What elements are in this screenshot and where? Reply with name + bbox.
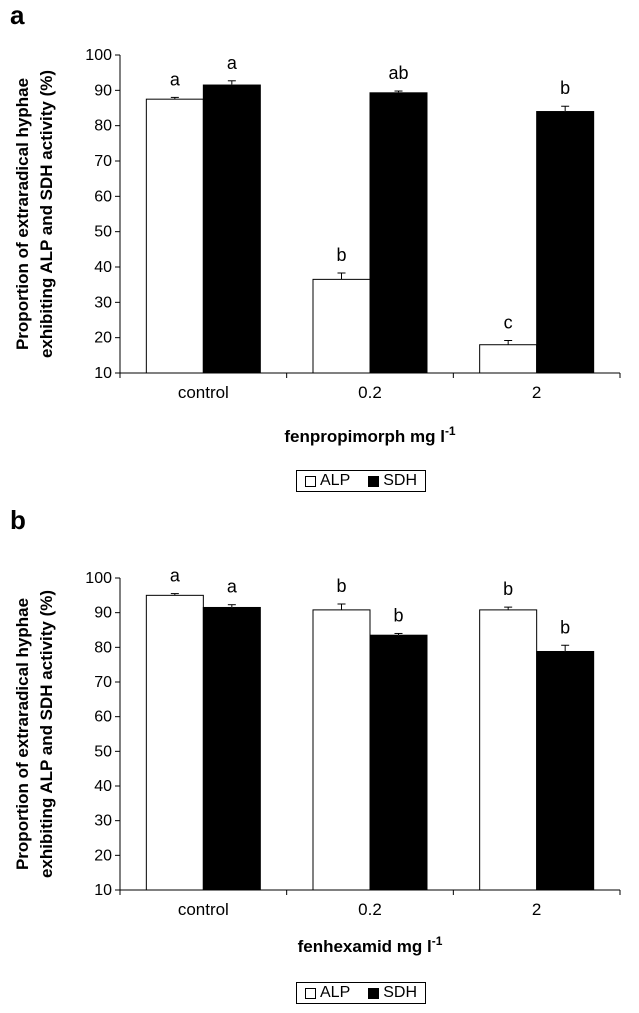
significance-letter: a <box>170 69 181 89</box>
y-tick-label: 80 <box>94 118 112 135</box>
y-axis-label: exhibiting ALP and SDH activity (%) <box>37 70 56 358</box>
legend-swatch-sdh <box>368 476 379 487</box>
legend-item-alp: ALP <box>305 472 350 490</box>
y-tick-label: 30 <box>94 294 112 311</box>
y-tick-label: 70 <box>94 153 112 170</box>
legend-swatch-alp <box>305 476 316 487</box>
bar-alp-control <box>146 99 203 373</box>
significance-letter: c <box>504 312 513 332</box>
y-tick-label: 100 <box>85 47 112 64</box>
legend-label-sdh: SDH <box>383 984 417 1002</box>
y-axis-label: Proportion of extraradical hyphae <box>13 78 32 350</box>
y-tick-label: 60 <box>94 709 112 726</box>
bar-sdh-0_2 <box>370 93 427 373</box>
chart-panel-b: b Proportion of extraradical hyphae exhib… <box>0 505 639 1010</box>
bar-sdh-control <box>203 85 260 373</box>
legend-swatch-alp <box>305 988 316 999</box>
significance-letter: ab <box>388 63 408 83</box>
x-axis-label: fenpropimorph mg l-1 <box>284 424 456 446</box>
x-tick-label: 2 <box>532 900 541 919</box>
significance-letter: b <box>560 78 570 98</box>
y-tick-label: 20 <box>94 330 112 347</box>
bar-chart-a: Proportion of extraradical hyphae exhibit… <box>0 0 639 505</box>
bar-alp-2 <box>480 345 537 373</box>
bar-alp-control <box>146 595 203 890</box>
y-tick-label: 30 <box>94 813 112 830</box>
bar-sdh-2 <box>537 112 594 373</box>
bar-alp-0_2 <box>313 279 370 373</box>
chart-legend: ALP SDH <box>296 982 426 1004</box>
chart-legend: ALP SDH <box>296 470 426 492</box>
significance-letter: b <box>503 579 513 599</box>
bar-sdh-2 <box>537 651 594 890</box>
x-tick-label: 2 <box>532 383 541 402</box>
x-axis-label: fenhexamid mg l-1 <box>298 934 443 956</box>
legend-swatch-sdh <box>368 988 379 999</box>
x-tick-label: control <box>178 383 229 402</box>
bar-sdh-control <box>203 607 260 890</box>
y-tick-label: 10 <box>94 365 112 382</box>
significance-letter: b <box>336 245 346 265</box>
legend-label-sdh: SDH <box>383 472 417 490</box>
y-axis-label: exhibiting ALP and SDH activity (%) <box>37 590 56 878</box>
bar-sdh-0_2 <box>370 635 427 890</box>
bar-chart-b: Proportion of extraradical hyphae exhibit… <box>0 505 639 1010</box>
x-tick-label: 0.2 <box>358 900 382 919</box>
significance-letter: a <box>227 577 238 597</box>
y-tick-label: 40 <box>94 259 112 276</box>
significance-letter: a <box>170 566 181 586</box>
y-tick-label: 100 <box>85 570 112 587</box>
bar-alp-2 <box>480 610 537 890</box>
legend-label-alp: ALP <box>320 984 350 1002</box>
bar-alp-0_2 <box>313 610 370 890</box>
y-tick-label: 50 <box>94 743 112 760</box>
significance-letter: b <box>560 617 570 637</box>
y-tick-label: 50 <box>94 224 112 241</box>
significance-letter: b <box>336 576 346 596</box>
legend-item-sdh: SDH <box>368 472 417 490</box>
y-tick-label: 10 <box>94 882 112 899</box>
y-tick-label: 80 <box>94 639 112 656</box>
legend-item-alp: ALP <box>305 984 350 1002</box>
chart-panel-a: a Proportion of extraradical hyphae exhib… <box>0 0 639 505</box>
y-axis-label: Proportion of extraradical hyphae <box>13 598 32 870</box>
y-tick-label: 60 <box>94 188 112 205</box>
legend-item-sdh: SDH <box>368 984 417 1002</box>
y-tick-label: 40 <box>94 778 112 795</box>
y-tick-label: 90 <box>94 605 112 622</box>
x-tick-label: control <box>178 900 229 919</box>
legend-label-alp: ALP <box>320 472 350 490</box>
x-tick-label: 0.2 <box>358 383 382 402</box>
y-tick-label: 20 <box>94 847 112 864</box>
y-tick-label: 70 <box>94 674 112 691</box>
significance-letter: b <box>393 605 403 625</box>
significance-letter: a <box>227 53 238 73</box>
y-tick-label: 90 <box>94 82 112 99</box>
